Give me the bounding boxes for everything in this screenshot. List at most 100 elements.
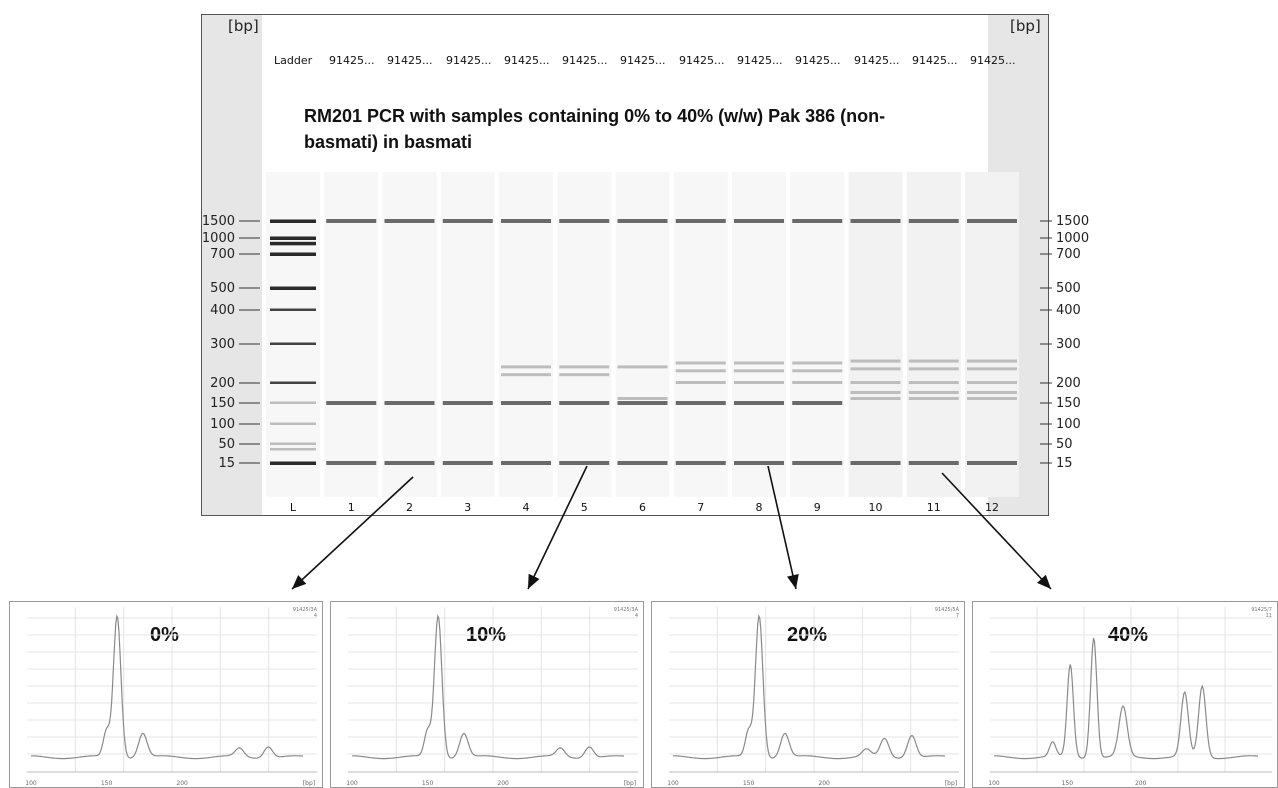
lane-2-band-150: [384, 401, 435, 405]
right-size-label-100: 100: [1056, 417, 1081, 432]
left-size-label-300: 300: [210, 337, 235, 352]
lane-header-6: 91425...: [620, 54, 666, 67]
ep-2-corner-label: 91425/5A: [935, 607, 960, 613]
lane-8-band-1500: [734, 219, 784, 223]
lane-number-2: 2: [406, 501, 413, 514]
lane-header-5: 91425...: [562, 54, 608, 67]
left-size-label-150: 150: [210, 396, 235, 411]
lane-5-band-220: [559, 373, 610, 377]
ep-0-corner-sub: 4: [314, 613, 317, 619]
gel-lane-6: [615, 172, 670, 497]
lane-8-band-15: [734, 461, 784, 465]
lane-11-band-255: [908, 359, 959, 363]
electropherogram-0-percent: 0%: [9, 601, 323, 788]
gel-title-line-2: basmati) in basmati: [304, 132, 473, 152]
lane-9-band-230: [792, 369, 843, 373]
lane-6-band-15: [617, 461, 668, 465]
lane-8-band-150: [734, 401, 784, 405]
lane-number-3: 3: [464, 501, 471, 514]
electropherogram-plot-3: 100 150 200 91425/711: [988, 607, 1272, 787]
lane-12-band-235: [967, 367, 1017, 371]
gel-lane-11: [906, 172, 961, 497]
ep-0-xtick-2: 200: [176, 780, 188, 787]
lane-12-band-160: [967, 397, 1017, 400]
lane-12-band-1500: [967, 219, 1017, 223]
lane-2-band-1500: [384, 219, 435, 223]
ep-3-corner-sub: 11: [1266, 613, 1272, 619]
ep-3-trace: [994, 637, 1259, 760]
lane-number-10: 10: [869, 501, 883, 514]
lane-6-band-1500: [617, 219, 668, 223]
left-axis-panel: [202, 15, 262, 515]
electropherogram-plot-1: 100 150 200 [bp] 91425/3A4: [346, 607, 639, 787]
lane-10-band-200: [850, 381, 901, 384]
lane-number-L: L: [290, 501, 297, 514]
ladder-band-200: [270, 381, 316, 384]
lane-4-band-220: [501, 373, 551, 377]
left-size-label-15: 15: [218, 456, 235, 471]
arrow-head-1: [528, 573, 540, 589]
lane-header-3: 91425...: [446, 54, 492, 67]
lane-header-2: 91425...: [387, 54, 433, 67]
right-size-label-15: 15: [1056, 456, 1073, 471]
ep-1-xtick-0: 100: [346, 780, 358, 787]
lane-9-band-1500: [792, 219, 843, 223]
lane-number-11: 11: [927, 501, 941, 514]
lane-number-6: 6: [639, 501, 646, 514]
left-size-label-700: 700: [210, 247, 235, 262]
ep-1-corner-label: 91425/3A: [614, 607, 639, 613]
lane-6-band-150: [617, 401, 668, 405]
right-size-label-50: 50: [1056, 437, 1073, 452]
lane-1-band-150: [326, 401, 377, 405]
arrow-head-0: [292, 575, 307, 589]
ladder-band-1000: [270, 236, 316, 240]
ladder-band-150: [270, 401, 316, 404]
lane-7-band-250: [675, 361, 726, 365]
lane-7-band-1500: [675, 219, 726, 223]
ladder-band-500: [270, 286, 316, 290]
lane-5-band-15: [559, 461, 610, 465]
lane-1-band-15: [326, 461, 377, 465]
ep-2-xtick-0: 100: [667, 780, 679, 787]
ep-1-xtick-2: 200: [497, 780, 509, 787]
gel-lane-1: [324, 172, 379, 497]
ep-1-corner-sub: 4: [635, 613, 638, 619]
lane-10-band-235: [850, 367, 901, 371]
ep-3-xtick-1: 150: [1062, 780, 1074, 787]
lane-3-band-1500: [442, 219, 493, 223]
lane-5-band-240: [559, 365, 610, 369]
lane-11-band-175: [908, 391, 959, 394]
lane-6-band-160: [617, 397, 668, 400]
lane-number-7: 7: [697, 501, 704, 514]
ladder-band-900: [270, 241, 316, 246]
ep-0-xtick-0: 100: [25, 780, 37, 787]
left-unit-label: [bp]: [228, 17, 259, 35]
gel-title: RM201 PCR with samples containing 0% to …: [304, 103, 1004, 155]
lane-number-12: 12: [985, 501, 999, 514]
right-size-label-300: 300: [1056, 337, 1081, 352]
lane-header-8: 91425...: [737, 54, 783, 67]
lane-8-band-250: [734, 361, 784, 365]
arrow-line-3: [941, 472, 1052, 590]
ep-2-corner-sub: 7: [956, 613, 959, 619]
lane-header-1: 91425...: [329, 54, 375, 67]
lane-1-band-1500: [326, 219, 377, 223]
ep-2-xtick-1: 150: [743, 780, 755, 787]
ep-3-corner-label: 91425/7: [1251, 607, 1272, 613]
left-size-label-1000: 1000: [202, 231, 235, 246]
ladder-band-700: [270, 252, 316, 256]
ladder-band-50: [270, 442, 316, 445]
left-size-label-1500: 1500: [202, 214, 235, 229]
right-size-label-1500: 1500: [1056, 214, 1089, 229]
ladder-band-100: [270, 422, 316, 425]
lane-header-10: 91425...: [854, 54, 900, 67]
ep-3-xtick-2: 200: [1135, 780, 1147, 787]
lane-number-8: 8: [756, 501, 763, 514]
ep-3-xtick-0: 100: [988, 780, 1000, 787]
lane-12-band-175: [967, 391, 1017, 394]
arrow-line-1: [527, 465, 588, 590]
left-size-label-200: 200: [210, 376, 235, 391]
right-size-label-150: 150: [1056, 396, 1081, 411]
